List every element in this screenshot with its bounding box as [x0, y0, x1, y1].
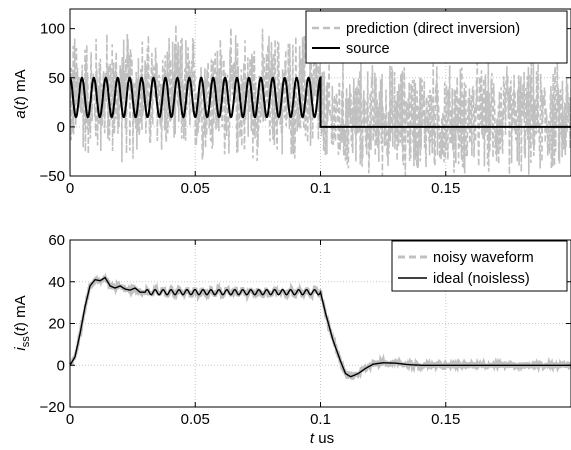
top-y-var: a: [12, 110, 29, 118]
bottom-legend: noisy waveform ideal (noisless): [391, 240, 568, 292]
y-tick-label: 0: [57, 119, 65, 136]
top-y-tick-labels: −50 0 50 100: [40, 21, 65, 185]
legend-label-ideal: ideal (noisless): [433, 271, 530, 287]
x-tick-label: 0: [66, 180, 74, 197]
ideal-line: [69, 276, 571, 378]
bottom-x-tick-labels: 0 0.05 0.1 0.15: [66, 411, 461, 428]
bottom-legend-box: [391, 240, 568, 292]
bottom-x-axis-label: t us: [310, 430, 334, 447]
top-legend-box: [305, 10, 568, 64]
bottom-y-sub: ss: [20, 336, 32, 348]
bottom-y-var: i: [12, 347, 29, 351]
legend-label-prediction: prediction (direct inversion): [346, 21, 520, 37]
source-line: [69, 75, 571, 128]
top-x-tick-labels: 0 0.05 0.1 0.15: [66, 180, 461, 197]
y-tick-label: 100: [40, 21, 65, 38]
x-tick-label: 0: [66, 411, 74, 428]
x-tick-label: 0.15: [431, 180, 460, 197]
series-source: [69, 75, 571, 128]
y-tick-label: 50: [48, 70, 65, 87]
x-tick-label: 0.15: [431, 411, 460, 428]
x-tick-label: 0.05: [181, 180, 210, 197]
bottom-y-arg: t: [12, 326, 29, 331]
x-tick-label: 0.1: [310, 180, 331, 197]
top-y-arg: t: [12, 100, 29, 105]
top-y-axis-label: a(t) mA: [12, 69, 29, 118]
legend-label-noisy: noisy waveform: [433, 250, 534, 266]
bottom-y-tick-labels: −20 0 20 40 60: [40, 232, 65, 416]
bottom-y-axis-label: iss(t) mA: [12, 295, 32, 350]
bottom-x-var: t: [310, 430, 315, 447]
y-tick-label: 20: [48, 316, 65, 333]
bottom-y-unit: mA: [12, 295, 29, 318]
y-tick-label: 40: [48, 274, 65, 291]
y-tick-label: −50: [40, 168, 65, 185]
y-tick-label: −20: [40, 399, 65, 416]
y-tick-label: 0: [57, 357, 65, 374]
series-ideal: [69, 276, 571, 378]
x-tick-label: 0.05: [181, 411, 210, 428]
y-tick-label: 60: [48, 232, 65, 249]
top-legend: prediction (direct inversion) source: [305, 10, 568, 64]
bottom-x-unit: us: [318, 430, 334, 447]
top-y-unit: mA: [12, 69, 29, 92]
legend-label-source: source: [346, 41, 390, 57]
x-tick-label: 0.1: [310, 411, 331, 428]
